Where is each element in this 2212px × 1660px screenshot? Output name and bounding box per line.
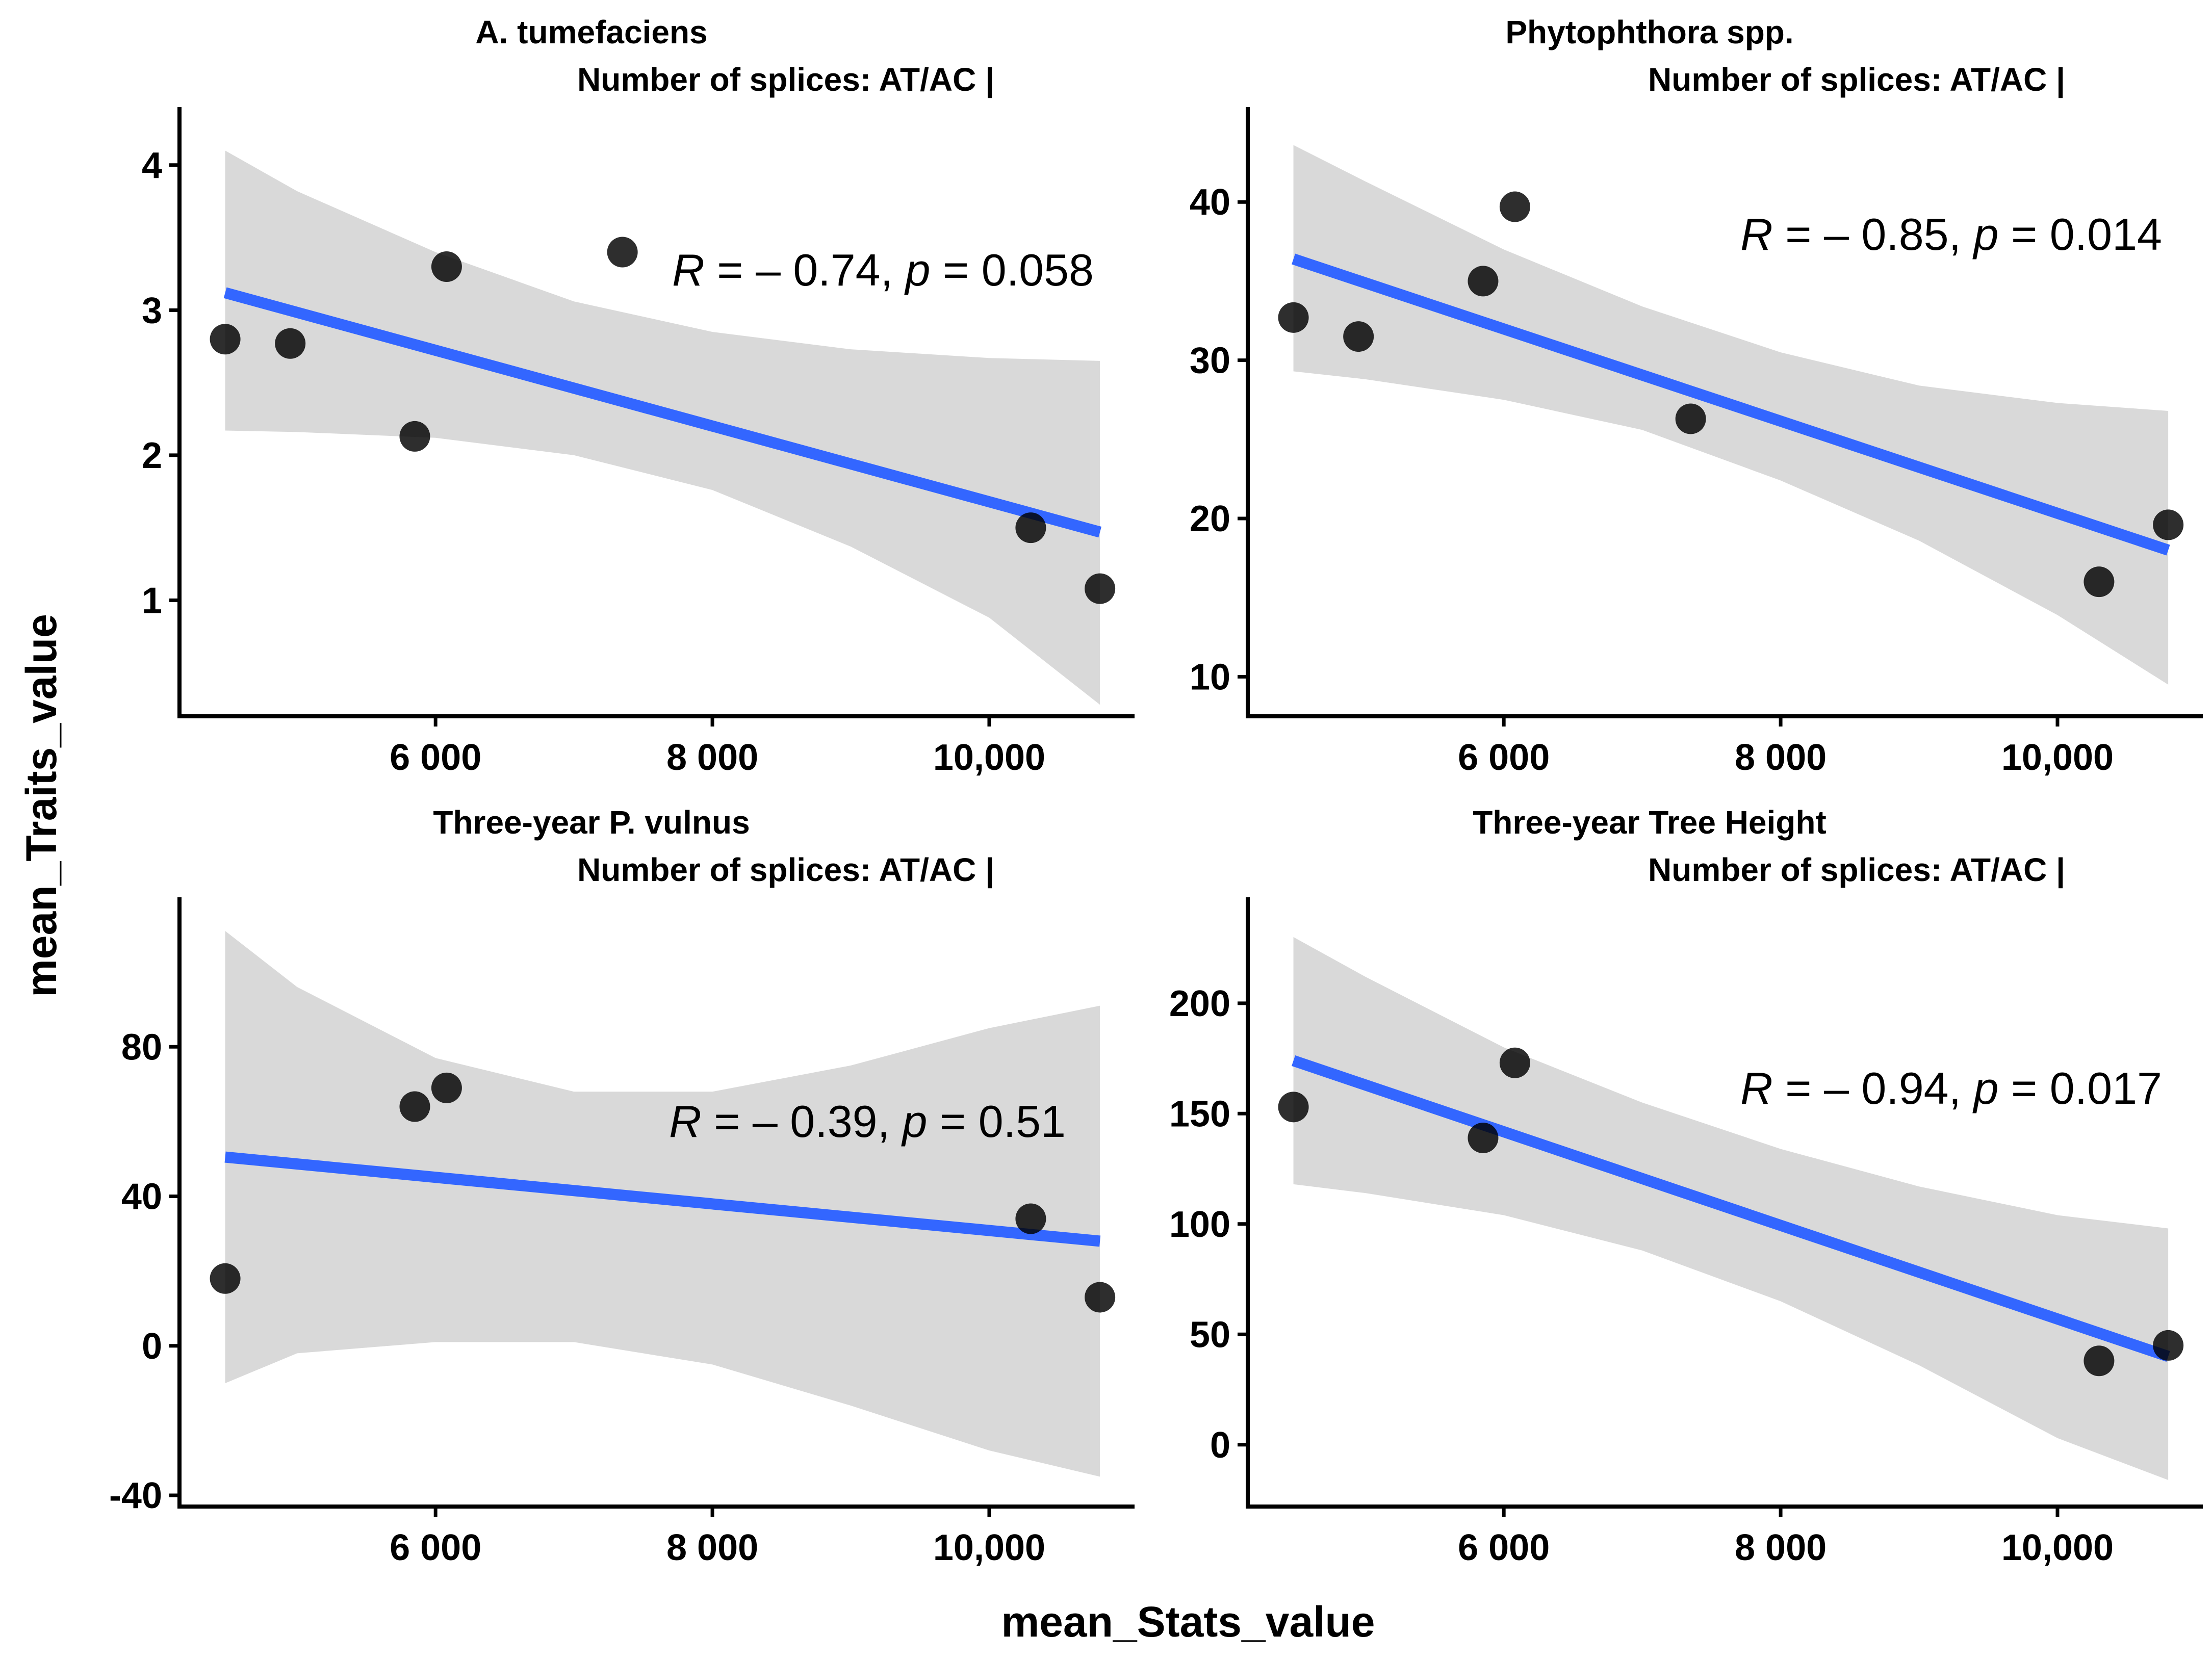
y-tick-label: 2 <box>142 435 162 476</box>
data-point-5 <box>607 237 638 268</box>
annotation-p-label: p <box>1972 209 1999 260</box>
y-tick-label: 80 <box>121 1027 162 1068</box>
data-point-2 <box>1468 1122 1499 1153</box>
x-tick-label: 10,000 <box>2001 737 2114 778</box>
regression-line <box>224 1151 1101 1247</box>
y-tick-label: 100 <box>1169 1204 1230 1245</box>
y-tick-label: 4 <box>142 145 162 186</box>
y-tick-label: 20 <box>1190 499 1230 539</box>
data-point-2 <box>275 328 306 359</box>
chart-subtitle: Number of splices: AT/AC | <box>577 61 994 98</box>
data-point-1 <box>210 1263 241 1294</box>
y-tick-label: 3 <box>142 290 162 331</box>
y-tick-label: 0 <box>1210 1425 1230 1466</box>
chart-subtitle: Number of splices: AT/AC | <box>1648 61 2065 98</box>
data-point-1 <box>1278 302 1309 333</box>
data-point-2 <box>1343 321 1374 352</box>
chart-title: Phytophthora spp. <box>1505 14 1793 50</box>
annotation-r-value: = – 0.94, <box>1773 1063 1974 1113</box>
chart-panel-2: Phytophthora spp. Number of splices: AT/A… <box>1190 14 2203 778</box>
data-point-1 <box>1278 1092 1309 1123</box>
chart-title: Three-year Tree Height <box>1473 804 1827 841</box>
data-point-3 <box>399 421 430 452</box>
data-point-4 <box>1015 1203 1046 1234</box>
x-tick-label: 8 000 <box>666 737 758 778</box>
y-tick-label: 1 <box>142 580 162 621</box>
annotation-r-label: R <box>1740 1063 1773 1113</box>
chart-title: Three-year P. vulnus <box>433 804 750 841</box>
data-point-6 <box>2084 566 2115 598</box>
annotation-p-label: p <box>1972 1063 1999 1113</box>
data-point-5 <box>2153 1330 2184 1361</box>
y-tick-label: 0 <box>142 1326 162 1367</box>
y-axis-title: mean_Traits_value <box>17 614 65 997</box>
data-point-4 <box>2084 1345 2115 1377</box>
chart-title: A. tumefaciens <box>475 14 707 50</box>
annotation-r-value: = – 0.85, <box>1773 209 1974 260</box>
x-tick-label: 6 000 <box>390 737 481 778</box>
annotation-r-value: = – 0.39, <box>702 1096 903 1147</box>
y-tick-label: 200 <box>1169 983 1230 1024</box>
annotation-r-label: R <box>1740 209 1773 260</box>
annotation-r-label: R <box>669 1096 702 1147</box>
annotation-r-value: = – 0.74, <box>705 245 906 295</box>
regression-line <box>223 287 1102 538</box>
data-point-7 <box>2153 509 2184 540</box>
chart-panel-3: Three-year P. vulnus Number of splices: A… <box>109 804 1135 1568</box>
y-tick-label: 40 <box>121 1177 162 1217</box>
y-tick-label: 40 <box>1190 182 1230 223</box>
confidence-band <box>1293 145 2169 685</box>
correlation-annotation: R = – 0.74, p = 0.058 <box>672 245 1094 295</box>
data-point-3 <box>431 1072 462 1103</box>
chart-subtitle: Number of splices: AT/AC | <box>1648 851 2065 889</box>
x-tick-label: 6 000 <box>1458 737 1550 778</box>
data-point-4 <box>431 251 462 282</box>
data-point-6 <box>1015 512 1046 543</box>
confidence-band <box>225 150 1100 705</box>
x-axis-title: mean_Stats_value <box>1001 1598 1375 1646</box>
panels: A. tumefaciens Number of splices: AT/AC |… <box>109 14 2203 1568</box>
y-tick-label: 50 <box>1190 1314 1230 1355</box>
annotation-p-label: p <box>904 245 931 295</box>
y-tick-label: 150 <box>1169 1094 1230 1134</box>
x-tick-label: 8 000 <box>666 1527 758 1568</box>
x-tick-label: 8 000 <box>1735 1527 1827 1568</box>
x-tick-label: 10,000 <box>933 1527 1045 1568</box>
annotation-p-value: = 0.017 <box>1998 1063 2162 1113</box>
chart-panel-4: Three-year Tree Height Number of splices:… <box>1169 804 2203 1568</box>
y-tick-label: -40 <box>109 1475 162 1516</box>
y-tick-label: 30 <box>1190 341 1230 381</box>
annotation-p-label: p <box>901 1096 927 1147</box>
correlation-annotation: R = – 0.39, p = 0.51 <box>669 1096 1066 1147</box>
data-point-2 <box>399 1091 430 1122</box>
x-tick-label: 10,000 <box>933 737 1045 778</box>
chart-subtitle: Number of splices: AT/AC | <box>577 851 994 889</box>
data-point-5 <box>1085 1282 1116 1313</box>
data-point-3 <box>1468 266 1499 297</box>
y-tick-label: 10 <box>1190 657 1230 697</box>
x-tick-label: 10,000 <box>2001 1527 2114 1568</box>
x-tick-label: 8 000 <box>1735 737 1827 778</box>
correlation-annotation: R = – 0.85, p = 0.014 <box>1740 209 2162 260</box>
annotation-p-value: = 0.058 <box>930 245 1094 295</box>
data-point-7 <box>1085 573 1116 604</box>
regression-line <box>1292 253 2170 556</box>
x-tick-label: 6 000 <box>1458 1527 1550 1568</box>
data-point-5 <box>1675 403 1706 434</box>
annotation-r-label: R <box>672 245 705 295</box>
data-point-1 <box>210 324 241 355</box>
data-point-4 <box>1499 191 1530 222</box>
chart-panel-1: A. tumefaciens Number of splices: AT/AC |… <box>142 14 1135 778</box>
annotation-p-value: = 0.51 <box>927 1096 1066 1147</box>
regression-line <box>1292 1055 2170 1362</box>
correlation-annotation: R = – 0.94, p = 0.017 <box>1740 1063 2162 1113</box>
x-tick-label: 6 000 <box>390 1527 481 1568</box>
annotation-p-value: = 0.014 <box>1998 209 2162 260</box>
data-point-3 <box>1499 1047 1530 1078</box>
